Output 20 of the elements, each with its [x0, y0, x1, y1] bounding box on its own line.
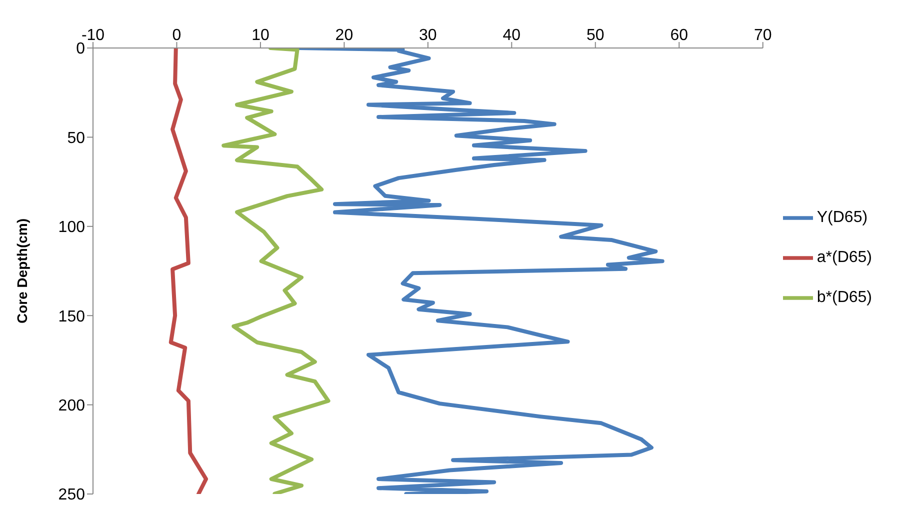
x-tick-label: 50: [586, 27, 604, 44]
line-series: [168, 48, 208, 494]
y-tick-label: 150: [58, 308, 86, 326]
y-tick-label: 200: [58, 397, 86, 414]
legend-label: a*(D65): [816, 249, 872, 266]
x-tick-label: 70: [754, 27, 772, 44]
x-tick-label: 30: [419, 27, 437, 44]
y-tick-label: 250: [58, 486, 86, 504]
legend-label: b*(D65): [816, 289, 872, 306]
y-axis-title: Core Depth(cm): [14, 218, 30, 324]
legend-label: Y(D65): [816, 209, 868, 226]
y-tick-label: 50: [67, 130, 86, 147]
x-tick-label: 20: [335, 27, 354, 44]
x-tick-label: 10: [252, 27, 270, 44]
y-tick-label: 100: [58, 219, 86, 236]
x-tick-label: 40: [502, 27, 521, 44]
x-tick-label: 60: [670, 27, 688, 44]
line-series: [222, 48, 330, 494]
x-tick-label: 0: [172, 27, 182, 44]
line-series: [296, 48, 664, 494]
